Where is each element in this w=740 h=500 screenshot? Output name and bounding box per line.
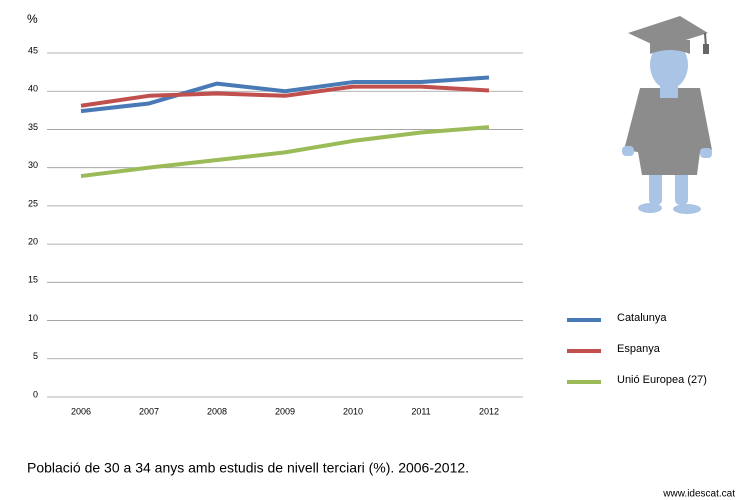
y-tick-label: 5 xyxy=(33,351,38,361)
y-tick-label: 15 xyxy=(28,275,38,285)
x-tick-label: 2009 xyxy=(275,406,295,416)
x-tick-label: 2008 xyxy=(207,406,227,416)
y-tick-label: 0 xyxy=(33,389,38,399)
legend-label: Unió Europea (27) xyxy=(617,374,707,386)
y-tick-label: 35 xyxy=(28,122,38,132)
x-tick-label: 2010 xyxy=(343,406,363,416)
source: www.idescat.cat xyxy=(662,489,735,500)
caption: Població de 30 a 34 anys amb estudis de … xyxy=(27,460,469,476)
x-tick-label: 2006 xyxy=(71,406,91,416)
legend-label: Espanya xyxy=(617,343,661,355)
graduate-icon xyxy=(622,16,712,214)
series-line xyxy=(80,75,490,114)
legend-label: Catalunya xyxy=(617,312,667,324)
y-tick-label: 45 xyxy=(28,45,38,55)
y-tick-label: 40 xyxy=(28,84,38,94)
y-tick-label: 25 xyxy=(28,198,38,208)
y-tick-label: 30 xyxy=(28,160,38,170)
x-tick-label: 2007 xyxy=(139,406,159,416)
x-tick-label: 2011 xyxy=(411,406,430,416)
x-tick-label: 2012 xyxy=(479,406,499,416)
y-tick-label: 20 xyxy=(28,236,38,246)
y-axis-label: % xyxy=(27,12,38,26)
series-line xyxy=(80,84,490,108)
series-line xyxy=(80,125,490,179)
y-tick-label: 10 xyxy=(28,313,38,323)
